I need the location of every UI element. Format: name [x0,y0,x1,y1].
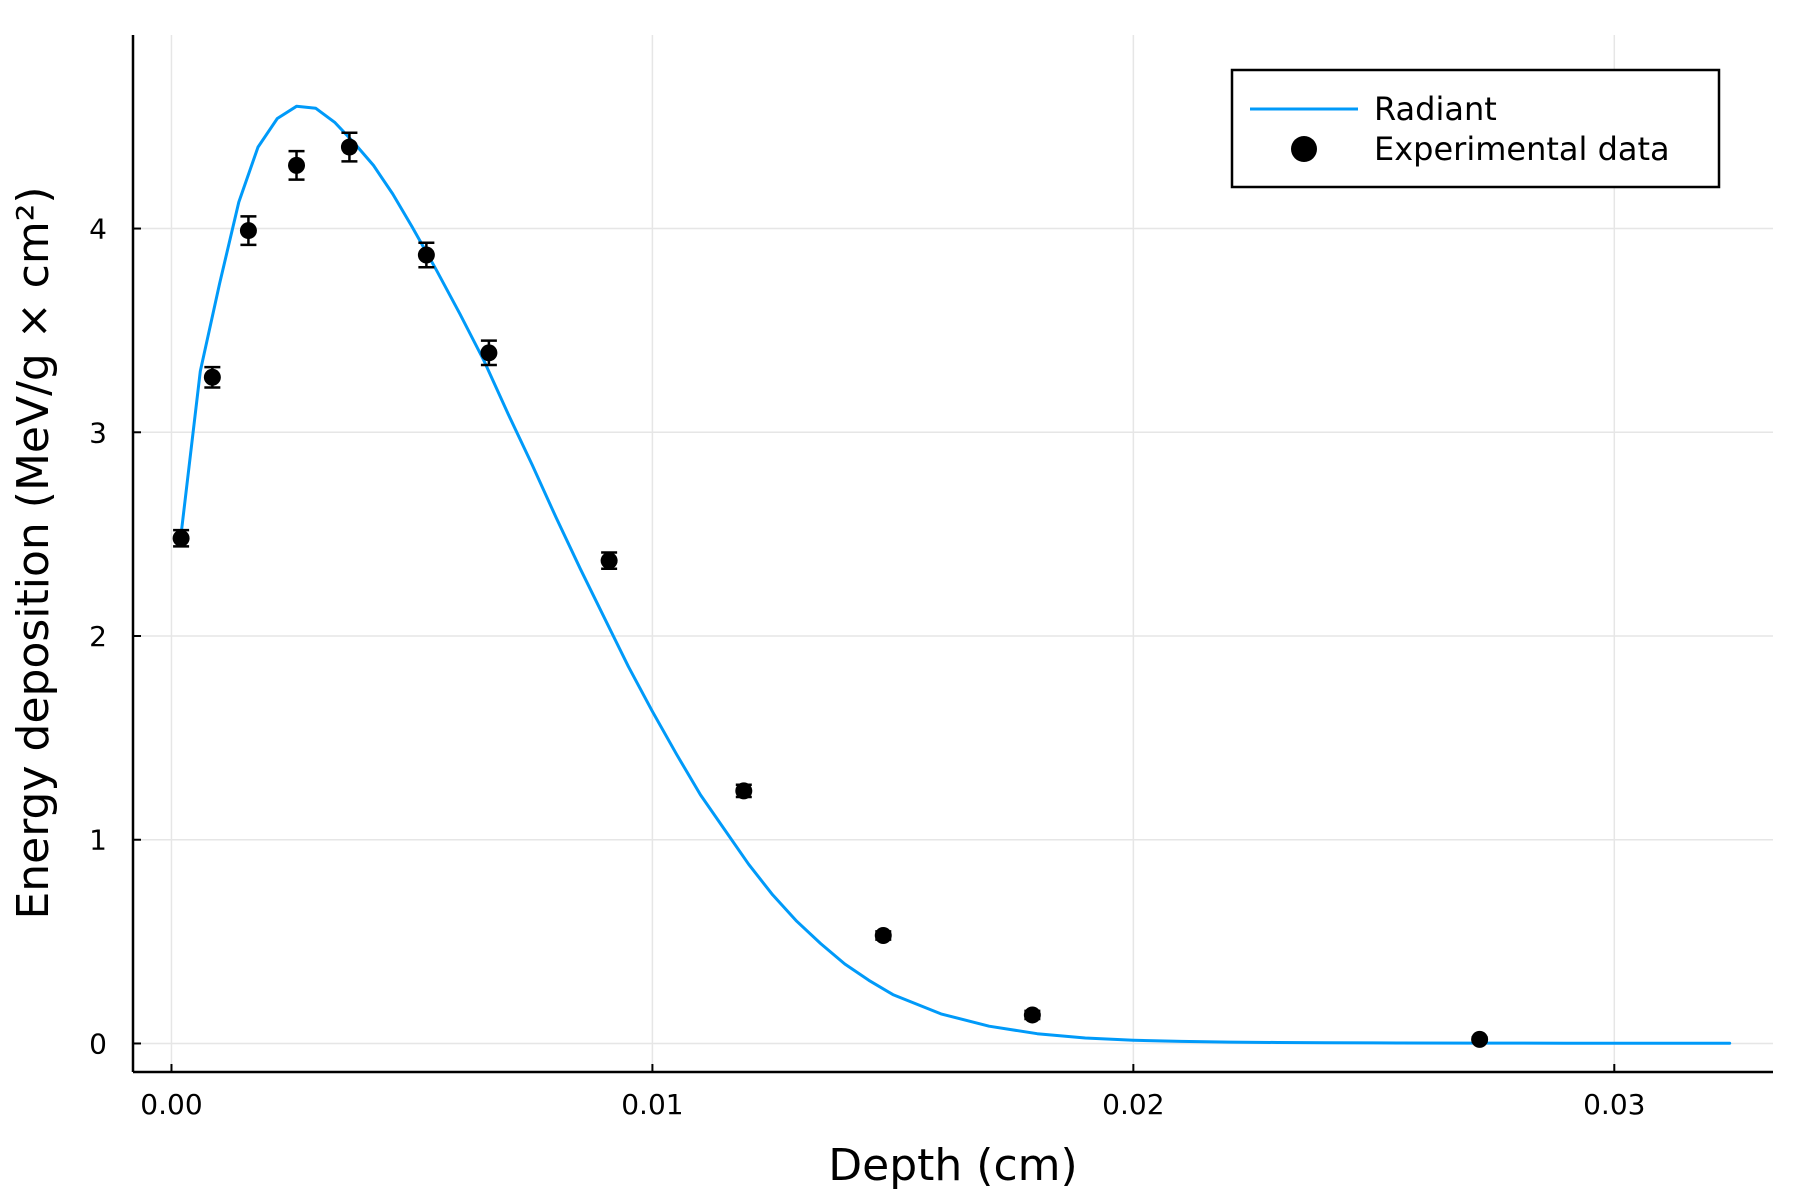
y-tick-label: 0 [89,1027,107,1060]
x-tick-label: 0.01 [621,1088,683,1121]
data-marker [1023,1006,1041,1024]
data-marker [600,552,618,570]
x-tick-label: 0.03 [1583,1088,1645,1121]
experimental-point [203,365,221,389]
y-tick-label: 2 [89,620,107,653]
data-marker [172,529,190,547]
y-tick-label: 3 [89,416,107,449]
legend-marker-swatch [1291,136,1317,162]
experimental-point [600,551,618,571]
legend: Radiant Experimental data [1230,68,1721,189]
experimental-point [288,149,306,181]
legend-label-radiant: Radiant [1374,90,1497,128]
experimental-point [874,926,892,944]
y-tick-label: 4 [89,213,107,246]
data-marker [203,368,221,386]
data-marker [874,926,892,944]
y-tick-label: 1 [89,824,107,857]
experimental-point [1023,1006,1041,1024]
legend-box [1230,68,1721,189]
experimental-point [735,782,753,800]
experimental-point [1471,1030,1489,1048]
grid [133,35,1773,1072]
radiant-line [179,104,1732,1045]
x-tick-label: 0.02 [1102,1088,1164,1121]
axes [131,35,1773,1074]
experimental-point [172,528,190,548]
legend-label-experimental: Experimental data [1374,130,1670,168]
data-marker [417,246,435,264]
experimental-point [417,241,435,269]
experimental-point [480,339,498,367]
data-marker [1471,1030,1489,1048]
x-tick-label: 0.00 [140,1088,202,1121]
x-axis-title: Depth (cm) [828,1140,1077,1191]
data-marker [340,138,358,156]
data-marker [735,782,753,800]
ticks: 0.00 0.01 0.02 0.03 0 1 2 3 4 [89,213,1645,1121]
experimental-point [239,215,257,247]
plot-series [172,104,1732,1048]
data-marker [480,344,498,362]
data-marker [288,156,306,174]
y-axis-title: Energy deposition (MeV/g × cm²) [8,186,59,919]
data-marker [239,222,257,240]
experimental-point [340,131,358,163]
